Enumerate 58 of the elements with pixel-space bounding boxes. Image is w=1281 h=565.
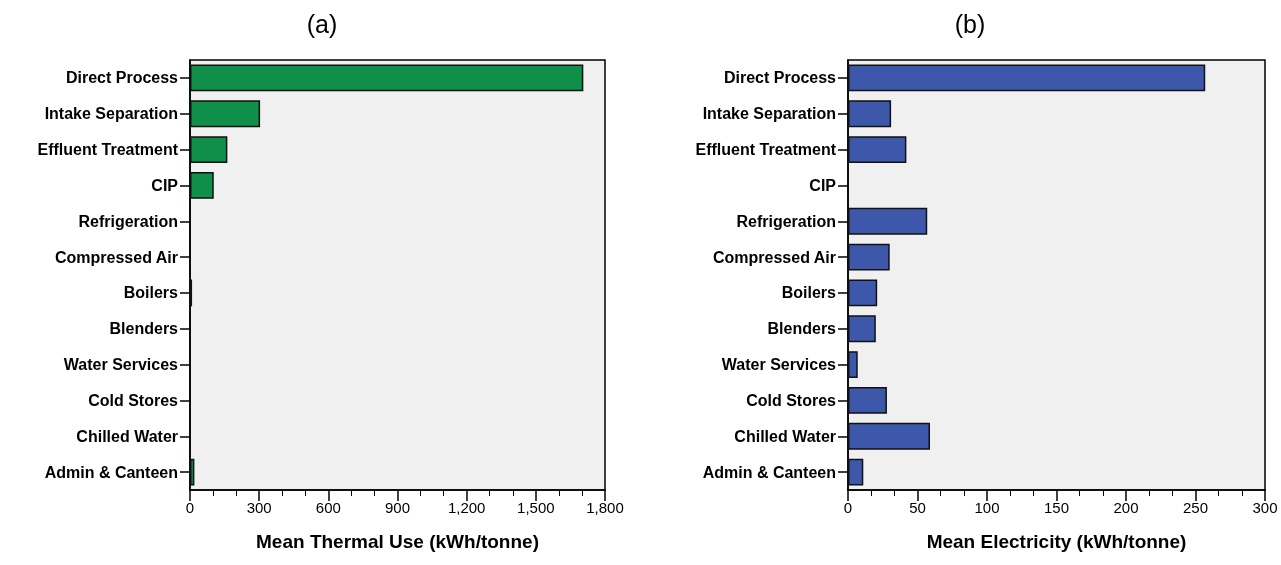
x-tick-label: 300 (1252, 499, 1278, 516)
y-tick-label: Effluent Treatment (695, 141, 837, 159)
y-tick-label: Cold Stores (746, 391, 837, 409)
bar (848, 207, 928, 235)
bar (848, 315, 876, 343)
y-tick-label: Direct Process (65, 69, 179, 87)
y-tick-label: Water Services (721, 356, 837, 374)
bar (848, 458, 864, 486)
x-tick-label: 0 (185, 499, 195, 516)
y-tick-label: Cold Stores (88, 391, 179, 409)
y-tick-label: Boilers (781, 284, 837, 302)
x-tick-label: 1,800 (586, 499, 624, 516)
x-tick-label: 0 (843, 499, 853, 516)
bar (848, 136, 907, 164)
y-tick-label: Effluent Treatment (37, 141, 179, 159)
x-axis-title: Mean Thermal Use (kWh/tonne) (256, 531, 539, 552)
bar (190, 100, 261, 128)
y-tick-label: Intake Separation (44, 105, 178, 123)
y-tick-label: Blenders (109, 320, 179, 338)
x-tick-label: 1,500 (517, 499, 555, 516)
bar (190, 136, 228, 164)
x-tick-label: 600 (315, 499, 341, 516)
y-tick-label: Water Services (63, 356, 179, 374)
x-tick-label: 250 (1182, 499, 1209, 516)
bar (190, 64, 584, 92)
y-tick-label: Blenders (767, 320, 837, 338)
x-tick-label: 900 (384, 499, 411, 516)
y-tick-label: Compressed Air (713, 248, 836, 266)
bar (848, 100, 892, 128)
y-tick-label: Refrigeration (736, 212, 836, 230)
y-tick-label: Admin & Canteen (702, 463, 836, 481)
x-tick-label: 100 (974, 499, 1000, 516)
bar (848, 351, 858, 379)
y-tick-label: Refrigeration (78, 212, 178, 230)
chart-title: (b) (954, 9, 986, 38)
x-tick-label: 300 (246, 499, 272, 516)
y-tick-label: Intake Separation (702, 105, 836, 123)
x-tick-label: 200 (1113, 499, 1139, 516)
y-tick-label: Admin & Canteen (44, 463, 178, 481)
bar (190, 171, 214, 199)
y-tick-label: CIP (151, 176, 179, 194)
x-tick-label: 150 (1043, 499, 1070, 516)
y-tick-label: Direct Process (723, 69, 837, 87)
x-axis-title: Mean Electricity (kWh/tonne) (926, 531, 1187, 552)
bar (848, 243, 890, 271)
chart-title: (a) (306, 9, 338, 38)
y-tick-label: CIP (809, 176, 837, 194)
y-tick-label: Compressed Air (55, 248, 178, 266)
y-tick-label: Chilled Water (76, 427, 178, 445)
bar (848, 386, 887, 414)
bar (190, 458, 195, 486)
y-tick-label: Boilers (123, 284, 179, 302)
y-tick-label: Chilled Water (734, 427, 836, 445)
x-tick-label: 50 (909, 499, 926, 516)
bar (848, 279, 878, 307)
bar (848, 64, 1206, 92)
bar (848, 422, 931, 450)
x-tick-label: 1,200 (447, 499, 486, 516)
